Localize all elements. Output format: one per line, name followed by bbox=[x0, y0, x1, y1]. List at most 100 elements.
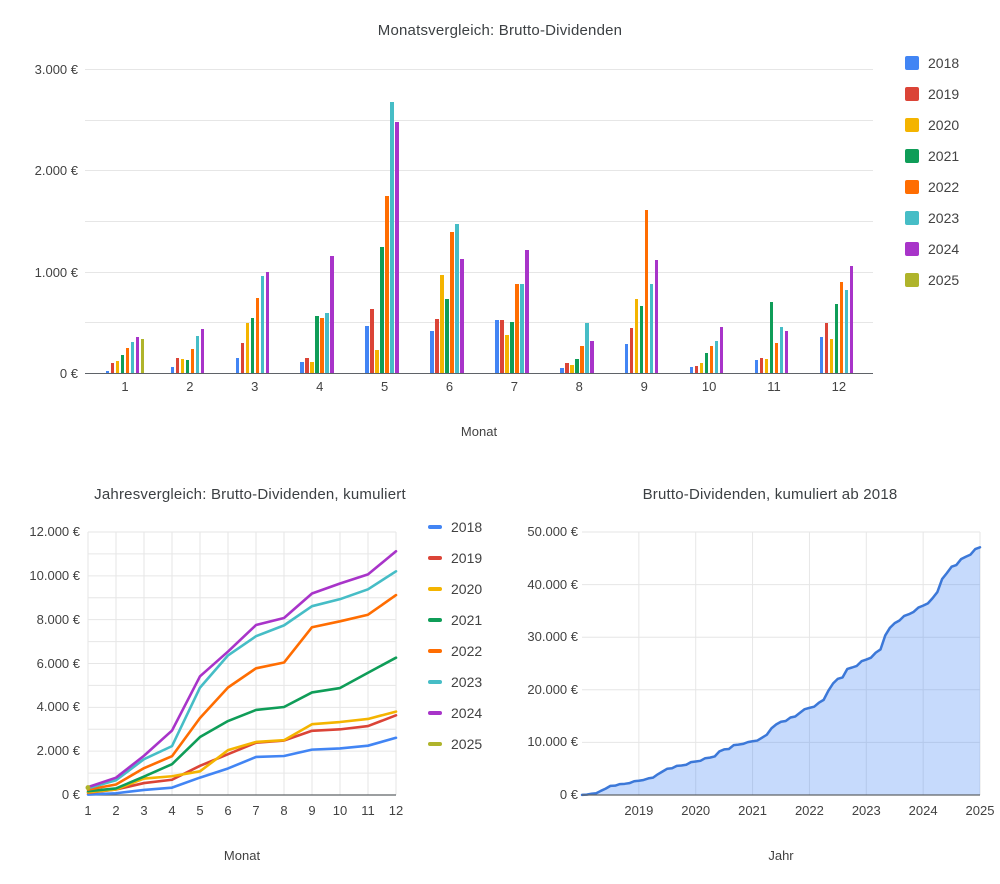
legend-label: 2020 bbox=[928, 117, 960, 133]
line-2019 bbox=[86, 714, 398, 795]
x-axis-labels: 2019 2020 2021 2022 2023 2024 2025 bbox=[582, 803, 994, 819]
bar-2019-month-8 bbox=[565, 362, 569, 373]
y-tick-label: 8.000 € bbox=[36, 611, 80, 627]
gridline bbox=[85, 119, 873, 121]
bar-2023-month-1 bbox=[130, 341, 135, 373]
legend-item-2021: 2021 bbox=[905, 148, 960, 164]
x-axis-title: Monat bbox=[223, 848, 261, 863]
gridline bbox=[85, 170, 873, 172]
bar-2019-month-3 bbox=[240, 343, 245, 373]
bar-2019-month-1 bbox=[110, 362, 115, 373]
line-2025 bbox=[85, 785, 91, 791]
bar-2023-month-8 bbox=[585, 322, 589, 373]
chart-title: Monatsvergleich: Brutto-Dividenden bbox=[377, 22, 623, 39]
bar-2020-month-3 bbox=[245, 322, 250, 373]
bar-2024-month-1 bbox=[135, 336, 140, 373]
bar-2021-month-11 bbox=[769, 302, 774, 373]
legend-swatch bbox=[428, 680, 442, 684]
line-2022 bbox=[86, 593, 398, 791]
bar-2019-month-4 bbox=[305, 357, 309, 373]
legend-item-2024: 2024 bbox=[905, 241, 959, 257]
x-axis-title: Jahr bbox=[768, 848, 794, 863]
legend-swatch bbox=[428, 618, 442, 622]
legend-item-2019: 2019 bbox=[428, 550, 483, 566]
legend-label: 2020 bbox=[451, 581, 483, 597]
legend-swatch bbox=[428, 556, 442, 560]
legend-swatch bbox=[905, 180, 919, 194]
line-2021 bbox=[86, 656, 398, 793]
bar-2021-month-5 bbox=[380, 247, 384, 373]
x-tick-label: 2 bbox=[186, 379, 194, 394]
x-tick-label: 8 bbox=[575, 379, 583, 394]
legend-label: 2023 bbox=[928, 210, 960, 226]
bar-group-month-8 bbox=[560, 69, 599, 373]
y-tick-label: 30.000 € bbox=[527, 629, 578, 645]
bar-2024-month-7 bbox=[525, 250, 529, 373]
area-fill bbox=[582, 547, 980, 795]
x-axis-title: Monat bbox=[460, 424, 498, 439]
y-axis-labels: 0 € 1.000 € 2.000 € 3.000 € bbox=[0, 63, 78, 381]
x-tick-label: 12 bbox=[831, 379, 847, 394]
bar-2020-month-11 bbox=[764, 358, 769, 373]
x-tick-label-2022: 2022 bbox=[794, 803, 824, 818]
legend-swatch bbox=[905, 273, 919, 287]
x-tick-label: 1 bbox=[121, 379, 129, 394]
bar-2019-month-6 bbox=[435, 319, 439, 373]
line-2018 bbox=[86, 736, 398, 796]
bar-2020-month-2 bbox=[180, 359, 185, 373]
bar-2021-month-1 bbox=[120, 355, 125, 373]
bar-2021-month-3 bbox=[250, 318, 255, 373]
legend-item-2020: 2020 bbox=[905, 117, 960, 133]
bar-2018-month-8 bbox=[560, 368, 564, 373]
yearly-cumulative-line-chart[interactable]: Jahresvergleich: Brutto-Dividenden, kumu… bbox=[20, 470, 500, 884]
legend-label: 2019 bbox=[451, 550, 483, 566]
area-line bbox=[580, 546, 982, 797]
legend-swatch bbox=[428, 742, 442, 746]
bar-2019-month-2 bbox=[175, 357, 180, 373]
bar-group-month-3 bbox=[235, 69, 275, 373]
legend-swatch bbox=[428, 711, 442, 715]
legend-label: 2024 bbox=[451, 705, 483, 721]
y-tick-label: 4.000 € bbox=[36, 699, 80, 715]
legend-item-2023: 2023 bbox=[428, 674, 482, 690]
x-axis-labels: 1 2 3 4 5 6 7 8 9 10 11 12 bbox=[84, 803, 403, 819]
bar-2021-month-7 bbox=[510, 321, 514, 373]
bar-2018-month-2 bbox=[170, 366, 175, 373]
legend-swatch bbox=[905, 211, 919, 225]
legend: 2018 2019 2020 2021 2022 2023 2024 2025 bbox=[905, 55, 960, 304]
x-tick-label-2021: 2021 bbox=[738, 803, 768, 818]
line-2023 bbox=[86, 570, 398, 790]
total-cumulative-area-chart[interactable]: Brutto-Dividenden, kumuliert ab 2018 0 €… bbox=[510, 470, 1000, 884]
bar-2024-month-12 bbox=[849, 266, 854, 373]
legend-label: 2021 bbox=[928, 148, 960, 164]
bar-2022-month-4 bbox=[320, 317, 324, 373]
legend-item-2024: 2024 bbox=[428, 705, 483, 721]
bar-2022-month-8 bbox=[580, 346, 584, 373]
gridline bbox=[85, 322, 873, 324]
legend: 2018 2019 2020 2021 2022 2023 2024 2025 bbox=[428, 519, 483, 768]
legend-item-2023: 2023 bbox=[905, 210, 960, 226]
y-tick-label: 2.000 € bbox=[36, 743, 80, 759]
bar-2024-month-8 bbox=[590, 340, 594, 373]
legend-swatch bbox=[428, 525, 442, 529]
x-tick-label-2019: 2019 bbox=[624, 803, 654, 818]
bar-2020-month-12 bbox=[829, 339, 834, 373]
bar-2023-month-9 bbox=[649, 284, 654, 373]
bar-2018-month-3 bbox=[235, 357, 240, 373]
bar-2020-month-8 bbox=[570, 364, 574, 373]
gridline bbox=[85, 271, 873, 273]
y-tick-label: 0 € bbox=[59, 366, 78, 381]
chart-title: Brutto-Dividenden, kumuliert ab 2018 bbox=[642, 486, 898, 503]
y-tick-label: 3.000 € bbox=[34, 62, 78, 77]
bar-2020-month-9 bbox=[634, 299, 639, 373]
x-tick-label-2023: 2023 bbox=[851, 803, 881, 818]
bar-2018-month-4 bbox=[300, 362, 304, 373]
x-tick-label: 5 bbox=[196, 803, 204, 818]
monthly-dividends-bar-chart[interactable]: Monatsvergleich: Brutto-Dividenden 0 € 1.… bbox=[0, 0, 1000, 460]
x-tick-label: 9 bbox=[640, 379, 648, 394]
bar-2021-month-8 bbox=[575, 359, 579, 373]
legend-item-2019: 2019 bbox=[905, 86, 959, 102]
line-2024 bbox=[86, 549, 398, 789]
y-tick-label: 0 € bbox=[61, 787, 80, 802]
bar-2022-month-6 bbox=[450, 232, 454, 373]
